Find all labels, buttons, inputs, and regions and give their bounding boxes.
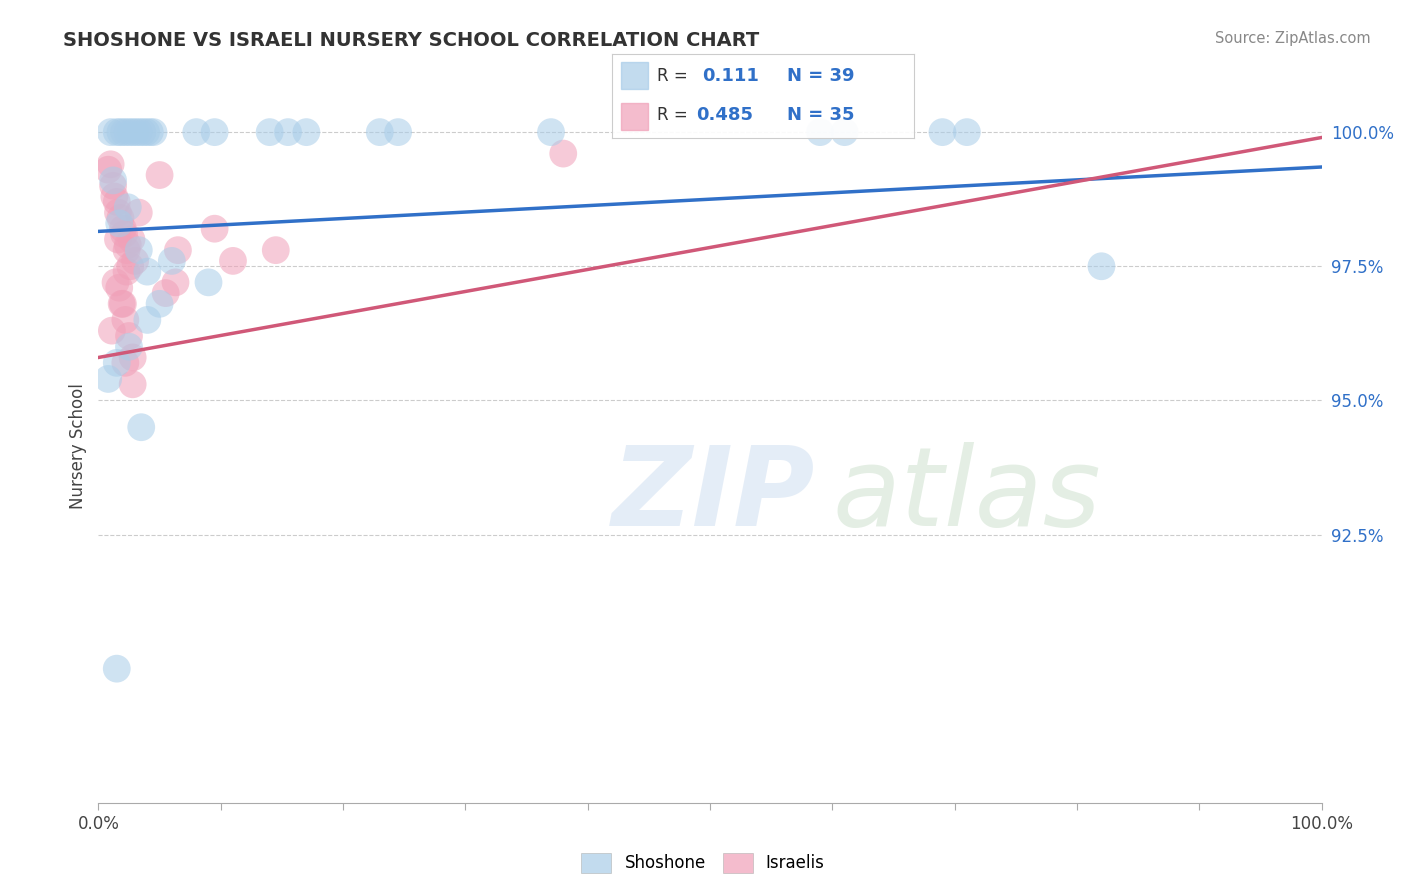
Text: R =: R = bbox=[657, 68, 688, 86]
Point bbox=[121, 377, 143, 392]
Point bbox=[135, 125, 157, 139]
Point bbox=[553, 146, 575, 161]
Point bbox=[101, 173, 124, 187]
Point bbox=[111, 297, 134, 311]
Point bbox=[121, 351, 143, 365]
Point bbox=[110, 211, 132, 225]
Point bbox=[149, 297, 172, 311]
Point bbox=[118, 340, 141, 354]
Point bbox=[101, 324, 124, 338]
Point bbox=[197, 276, 219, 290]
Bar bbox=[620, 62, 648, 89]
Point bbox=[104, 276, 127, 290]
Point bbox=[103, 189, 125, 203]
Point bbox=[107, 232, 129, 246]
Point bbox=[101, 178, 124, 193]
Point bbox=[149, 168, 172, 182]
Point bbox=[120, 232, 142, 246]
Text: N = 35: N = 35 bbox=[787, 106, 855, 124]
Point bbox=[368, 125, 391, 139]
Point bbox=[160, 253, 183, 268]
Point bbox=[108, 281, 131, 295]
Point bbox=[107, 205, 129, 219]
Point bbox=[387, 125, 409, 139]
Point bbox=[117, 200, 139, 214]
Point bbox=[105, 356, 128, 370]
Point bbox=[155, 286, 177, 301]
Point bbox=[204, 221, 226, 235]
Point bbox=[117, 237, 139, 252]
Point bbox=[956, 125, 979, 139]
Point bbox=[808, 125, 831, 139]
Point bbox=[124, 125, 146, 139]
Legend: Shoshone, Israelis: Shoshone, Israelis bbox=[575, 847, 831, 880]
Point bbox=[295, 125, 318, 139]
Point bbox=[222, 253, 245, 268]
Point bbox=[97, 372, 120, 386]
Point bbox=[931, 125, 953, 139]
Text: ZIP: ZIP bbox=[612, 442, 815, 549]
Point bbox=[129, 420, 152, 434]
Point bbox=[114, 313, 136, 327]
Point bbox=[111, 297, 134, 311]
Point bbox=[115, 265, 138, 279]
Point bbox=[112, 227, 135, 241]
Text: 0.111: 0.111 bbox=[703, 68, 759, 86]
Text: Source: ZipAtlas.com: Source: ZipAtlas.com bbox=[1215, 31, 1371, 46]
Text: R =: R = bbox=[657, 106, 693, 124]
Point bbox=[108, 216, 131, 230]
Point bbox=[139, 125, 162, 139]
Point bbox=[142, 125, 165, 139]
Point bbox=[128, 125, 150, 139]
Point bbox=[105, 662, 128, 676]
Point bbox=[114, 356, 136, 370]
Point bbox=[136, 265, 159, 279]
Point bbox=[112, 125, 135, 139]
Text: SHOSHONE VS ISRAELI NURSERY SCHOOL CORRELATION CHART: SHOSHONE VS ISRAELI NURSERY SCHOOL CORRE… bbox=[63, 31, 759, 50]
Point bbox=[128, 243, 150, 257]
Bar bbox=[620, 103, 648, 130]
Point bbox=[105, 125, 128, 139]
Point bbox=[120, 259, 142, 273]
Point bbox=[100, 157, 122, 171]
Point bbox=[277, 125, 299, 139]
Point bbox=[100, 125, 122, 139]
Point bbox=[264, 243, 287, 257]
Point bbox=[124, 253, 146, 268]
Point bbox=[110, 125, 132, 139]
Point bbox=[186, 125, 208, 139]
Point bbox=[167, 243, 190, 257]
Point bbox=[117, 125, 139, 139]
Point bbox=[97, 162, 120, 177]
Point bbox=[1090, 259, 1112, 273]
Point bbox=[111, 221, 134, 235]
Text: 0.485: 0.485 bbox=[696, 106, 754, 124]
Text: atlas: atlas bbox=[832, 442, 1101, 549]
Point bbox=[120, 125, 142, 139]
Point bbox=[118, 329, 141, 343]
Text: N = 39: N = 39 bbox=[787, 68, 855, 86]
Y-axis label: Nursery School: Nursery School bbox=[69, 383, 87, 509]
Point bbox=[115, 243, 138, 257]
Point bbox=[834, 125, 856, 139]
Point bbox=[204, 125, 226, 139]
Point bbox=[136, 313, 159, 327]
Point bbox=[259, 125, 281, 139]
Point bbox=[131, 125, 153, 139]
Point bbox=[128, 205, 150, 219]
Point bbox=[105, 194, 128, 209]
Point bbox=[165, 276, 187, 290]
Point bbox=[540, 125, 562, 139]
